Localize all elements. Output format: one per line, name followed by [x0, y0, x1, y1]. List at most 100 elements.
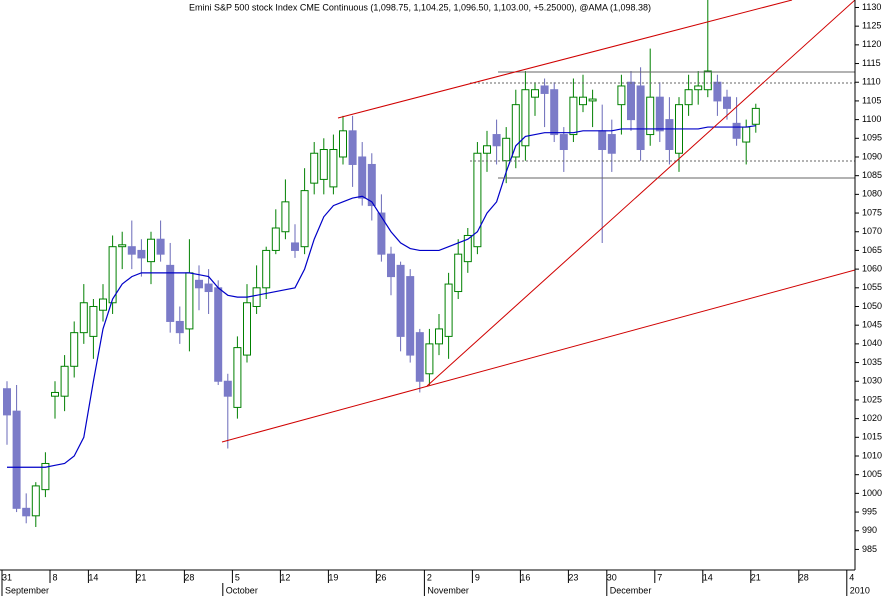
- x-tick-label: 23: [568, 572, 578, 582]
- candle-body: [579, 96, 587, 106]
- x-tick-label: 2: [427, 572, 432, 582]
- candle-body: [310, 152, 319, 184]
- y-tick-label: 985: [862, 544, 877, 554]
- plot-area: [3, 0, 760, 528]
- candle-body: [732, 122, 741, 139]
- candle-body: [147, 238, 155, 263]
- y-tick-label: 1130: [862, 2, 881, 12]
- candle-body: [703, 70, 712, 91]
- x-tick-label: 28: [799, 572, 809, 582]
- candle-body: [51, 391, 59, 397]
- y-tick-label: 1110: [862, 77, 881, 87]
- channel-top: [337, 0, 793, 119]
- y-tick-label: 990: [862, 525, 877, 535]
- y-tick-label: 1100: [862, 114, 881, 124]
- x-tick-label: 12: [280, 572, 290, 582]
- candle-body: [415, 332, 424, 382]
- candle-body: [329, 149, 338, 188]
- candle-body: [684, 89, 693, 106]
- month-label: October: [226, 585, 258, 595]
- candle-body: [3, 388, 11, 416]
- candle-body: [291, 242, 299, 251]
- candle-body: [483, 145, 491, 154]
- candle-body: [540, 85, 549, 94]
- y-tick-label: 1035: [862, 357, 882, 367]
- candle-body: [444, 283, 453, 337]
- candle-body: [243, 302, 251, 356]
- month-label: December: [610, 585, 652, 595]
- candle-body: [492, 134, 501, 147]
- y-tick-label: 1040: [862, 338, 882, 348]
- chart-title: Emini S&P 500 stock Index CME Continuous…: [189, 2, 651, 12]
- candle-body: [89, 305, 98, 337]
- candle-body: [588, 98, 597, 102]
- drawings: [221, 0, 855, 443]
- candle-body: [454, 253, 463, 293]
- candle-body: [367, 163, 376, 207]
- x-tick-label: 30: [607, 572, 617, 582]
- y-tick-label: 1050: [862, 301, 882, 311]
- month-label: November: [427, 585, 469, 595]
- x-tick-label: 31: [2, 572, 12, 582]
- candle-body: [252, 287, 261, 307]
- candle-body: [195, 279, 203, 289]
- candle-body: [358, 156, 367, 199]
- candle-body: [348, 130, 357, 165]
- candle-body: [262, 249, 271, 289]
- channel-bottom: [221, 269, 855, 443]
- y-tick-label: 1080: [862, 189, 882, 199]
- x-tick-label: 19: [328, 572, 338, 582]
- candle-body: [655, 96, 664, 132]
- y-tick-label: 1120: [862, 39, 881, 49]
- x-tick-label: 5: [235, 572, 240, 582]
- candle-body: [281, 201, 290, 233]
- y-tick-label: 1020: [862, 413, 882, 423]
- x-tick-label: 8: [52, 572, 57, 582]
- candle-body: [22, 507, 31, 517]
- candle-body: [108, 246, 117, 304]
- trend-line: [426, 0, 855, 387]
- y-tick-label: 1045: [862, 320, 882, 330]
- candle-body: [569, 96, 578, 136]
- x-tick-label: 21: [136, 572, 146, 582]
- ama-line: [7, 125, 756, 468]
- x-tick-label: 21: [751, 572, 761, 582]
- month-label: September: [5, 585, 49, 595]
- candle-body: [70, 332, 79, 367]
- candle-body: [118, 244, 127, 248]
- x-tick-label: 26: [376, 572, 386, 582]
- y-tick-label: 1025: [862, 394, 882, 404]
- candle-body: [175, 320, 184, 334]
- y-tick-label: 995: [862, 506, 877, 516]
- x-tick-label: 16: [520, 572, 530, 582]
- candle-body: [550, 89, 559, 136]
- y-tick-label: 1085: [862, 170, 882, 180]
- y-tick-label: 1075: [862, 207, 882, 217]
- candle-body: [559, 134, 568, 151]
- candle-body: [79, 302, 88, 334]
- y-tick-label: 1015: [862, 432, 882, 442]
- y-tick-label: 1005: [862, 469, 882, 479]
- y-tick-label: 1030: [862, 376, 882, 386]
- candle-body: [339, 130, 347, 158]
- candle-body: [636, 85, 645, 151]
- y-tick-label: 1070: [862, 226, 882, 236]
- x-tick-label: 9: [475, 572, 480, 582]
- candle-body: [521, 89, 530, 147]
- candle-body: [41, 462, 50, 491]
- candle-body: [185, 272, 194, 330]
- y-tick-label: 1090: [862, 151, 882, 161]
- candle-body: [156, 238, 165, 255]
- y-tick-label: 1060: [862, 263, 882, 273]
- candle-body: [60, 365, 69, 397]
- y-tick-label: 1095: [862, 133, 882, 143]
- candle-body: [694, 85, 703, 91]
- candle-body: [271, 227, 280, 251]
- candle-body: [531, 89, 539, 98]
- candle-body: [31, 485, 40, 517]
- candle-body: [646, 96, 655, 136]
- y-tick-label: 1065: [862, 245, 882, 255]
- candle-body: [387, 253, 395, 278]
